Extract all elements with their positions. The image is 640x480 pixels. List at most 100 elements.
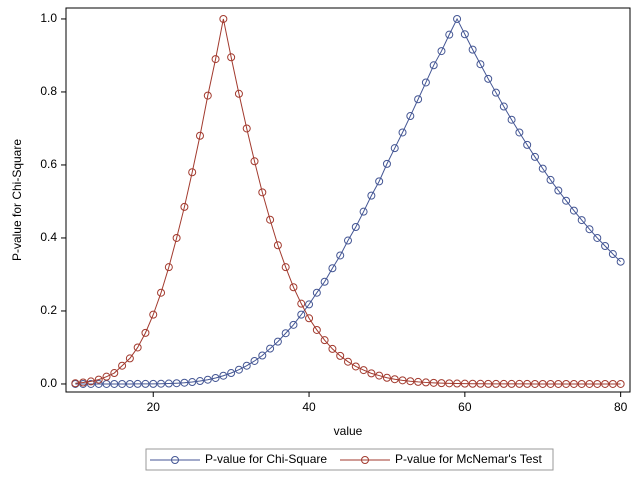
data-point — [616, 257, 625, 266]
data-point — [312, 325, 321, 334]
data-point — [445, 30, 454, 39]
data-point — [382, 373, 391, 382]
data-point — [492, 88, 501, 97]
data-point — [328, 344, 337, 353]
y-tick-label: 0.6 — [40, 157, 57, 171]
data-point — [538, 379, 547, 388]
data-point — [234, 365, 243, 374]
data-point — [492, 379, 501, 388]
data-point — [460, 30, 469, 39]
x-tick-label: 20 — [147, 400, 161, 414]
data-point — [125, 379, 134, 388]
data-point — [484, 74, 493, 83]
data-point — [453, 14, 462, 23]
data-point — [258, 351, 267, 360]
plot-frame — [65, 7, 631, 393]
data-point — [351, 223, 360, 232]
data-point — [86, 379, 95, 388]
data-point — [258, 188, 267, 197]
data-point — [585, 225, 594, 234]
series-line — [75, 17, 622, 385]
data-point — [297, 310, 306, 319]
data-point — [133, 343, 142, 352]
data-point — [601, 379, 610, 388]
data-point — [359, 366, 368, 375]
data-point — [281, 263, 290, 272]
data-point — [266, 215, 275, 224]
data-point — [211, 55, 220, 64]
data-point — [344, 357, 352, 366]
y-tick-label: 0.0 — [40, 376, 57, 390]
x-tick-label: 80 — [614, 400, 628, 414]
data-point — [554, 186, 563, 195]
data-point — [421, 78, 430, 87]
data-point — [266, 344, 275, 353]
legend-label: P-value for Chi-Square — [205, 452, 327, 466]
data-point — [118, 361, 127, 370]
data-point — [289, 320, 298, 329]
data-point — [562, 196, 571, 205]
y-tick-label: 0.4 — [40, 230, 57, 244]
data-point — [328, 264, 337, 273]
data-point — [71, 379, 80, 388]
data-point — [336, 351, 345, 360]
data-point — [336, 251, 345, 260]
series-line — [75, 18, 621, 385]
data-point — [437, 47, 446, 56]
data-point — [250, 356, 259, 365]
data-point — [180, 202, 189, 211]
data-point — [94, 375, 103, 384]
data-point — [164, 263, 173, 272]
data-point — [382, 159, 391, 168]
data-point — [133, 379, 142, 388]
data-point — [157, 379, 166, 388]
data-point — [188, 378, 197, 387]
data-point — [585, 379, 594, 388]
data-point — [453, 379, 462, 388]
data-point — [219, 14, 228, 23]
data-point — [94, 379, 103, 388]
x-tick-label: 60 — [458, 400, 472, 414]
data-point — [102, 372, 111, 381]
legend-marker — [171, 456, 179, 464]
data-point — [195, 377, 204, 386]
data-point — [203, 375, 212, 384]
data-point — [351, 362, 360, 371]
data-point — [242, 361, 251, 370]
data-point — [593, 379, 602, 388]
data-point — [219, 371, 228, 380]
data-point — [523, 379, 532, 388]
data-point — [507, 115, 516, 124]
data-point — [530, 379, 539, 388]
x-axis-label: value — [334, 424, 363, 438]
y-tick-label: 0.8 — [40, 84, 57, 98]
data-point — [414, 377, 423, 386]
data-point — [616, 379, 625, 388]
data-point — [320, 336, 329, 345]
data-point — [281, 329, 290, 338]
data-point — [390, 144, 399, 153]
data-point — [429, 378, 438, 387]
data-point — [125, 354, 134, 363]
data-point — [499, 102, 508, 111]
data-point — [601, 241, 610, 250]
data-point — [515, 379, 524, 388]
legend-label: P-value for McNemar's Test — [395, 452, 542, 466]
data-point — [398, 128, 407, 137]
y-tick-label: 1.0 — [40, 11, 57, 25]
data-point — [569, 379, 578, 388]
data-point — [546, 379, 555, 388]
data-point — [468, 379, 477, 388]
data-point — [546, 175, 555, 184]
data-point — [79, 378, 88, 387]
data-point — [367, 191, 376, 200]
y-axis-label: P-value for Chi-Square — [10, 139, 24, 261]
data-point — [406, 377, 415, 386]
data-point — [406, 112, 415, 121]
data-point — [172, 233, 181, 242]
data-point — [593, 233, 602, 242]
data-point — [460, 379, 469, 388]
data-point — [320, 277, 329, 286]
data-point — [608, 250, 617, 259]
